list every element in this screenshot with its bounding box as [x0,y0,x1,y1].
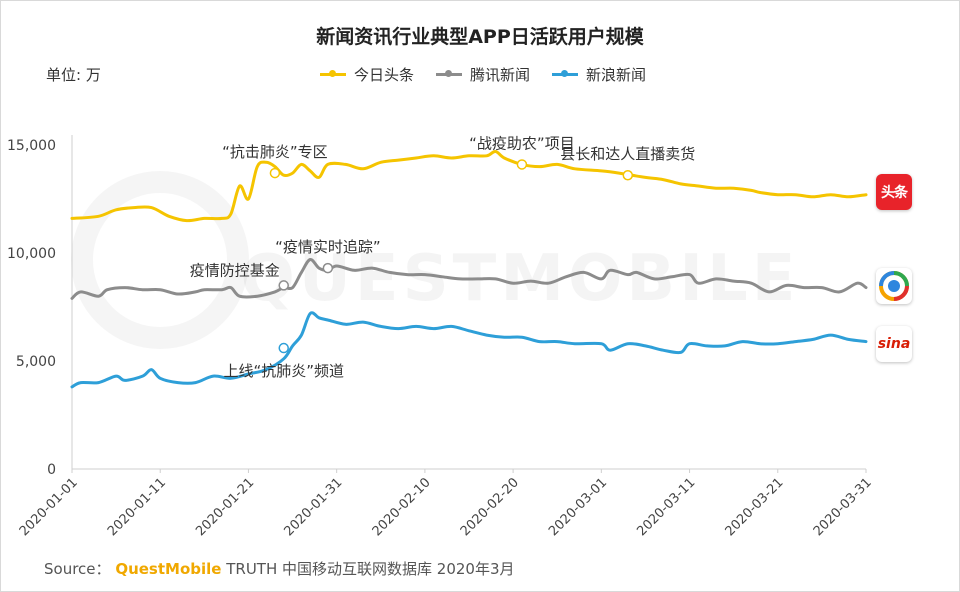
annotation-label: “疫情实时追踪” [275,238,381,256]
series-line [70,258,868,300]
toutiao-logo-icon: 头条 [876,174,912,210]
unit-label: 单位: 万 [46,66,101,84]
annotation-marker [278,280,289,291]
x-tick-label: 2020-01-31 [281,475,345,539]
annotation-marker [516,159,528,170]
annotation-marker [278,342,289,354]
annotation-marker [622,169,634,181]
source-prefix: Source： [44,560,111,578]
x-tick-label: 2020-01-01 [17,475,81,539]
x-tick-label: 2020-02-20 [458,475,522,539]
watermark-logo [71,171,249,349]
annotation-label: 疫情防控基金 [190,261,280,279]
legend-swatch-tencent [436,70,463,77]
source-note: Source： QuestMobile TRUTH 中国移动互联网数据库 202… [44,558,515,579]
series-line [70,311,868,389]
tencent-news-logo-graphic [879,271,909,301]
annotation-marker [269,167,281,179]
annotation-marker [322,262,334,274]
y-tick-label: 5,000 [16,354,56,370]
sina-logo-text: sina [877,336,911,352]
source-suffix: TRUTH 中国移动互联网数据库 2020年3月 [226,560,515,578]
x-tick-label: 2020-01-11 [105,475,169,539]
x-tick-label: 2020-03-31 [811,475,875,539]
x-tick-label: 2020-01-21 [193,475,257,539]
y-tick-label: 0 [47,462,56,478]
x-tick-label: 2020-03-01 [546,475,610,539]
legend-item-toutiao: 今日头条 [320,64,414,85]
legend-swatch-sina [552,70,579,77]
source-brand: QuestMobile [115,560,222,578]
chart-title: 新闻资讯行业典型APP日活跃用户规模 [316,26,644,48]
sina-news-logo-icon: sina [876,326,912,362]
legend-label-sina: 新浪新闻 [586,66,647,84]
legend-swatch-toutiao [320,70,346,77]
legend-item-sina: 新浪新闻 [552,64,646,85]
x-tick-label: 2020-03-21 [723,475,787,539]
chart-legend: 今日头条 腾讯新闻 新浪新闻 [320,64,646,85]
y-tick-label: 10,000 [7,246,56,262]
annotation-label: “抗击肺炎”专区 [222,143,328,161]
legend-label-tencent: 腾讯新闻 [470,66,531,84]
watermark-text: QUESTMOBILE [240,242,799,316]
annotation-label: “战疫助农”项目 [469,134,575,152]
legend-item-tencent: 腾讯新闻 [436,64,530,85]
toutiao-logo-text: 头条 [881,185,908,201]
annotation-label: 县长和达人直播卖货 [560,145,695,163]
legend-label-toutiao: 今日头条 [354,66,415,84]
x-tick-label: 2020-03-11 [634,475,698,539]
tencent-news-logo-icon [876,268,912,304]
annotation-label: 上线“抗肺炎”频道 [223,362,344,380]
x-tick-label: 2020-02-10 [370,475,434,539]
series-line [70,150,868,223]
y-tick-label: 15,000 [7,138,56,154]
